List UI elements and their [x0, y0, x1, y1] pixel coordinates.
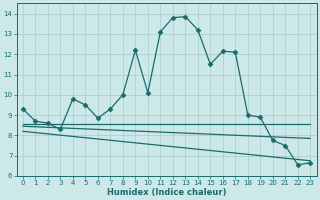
X-axis label: Humidex (Indice chaleur): Humidex (Indice chaleur) [107, 188, 226, 197]
